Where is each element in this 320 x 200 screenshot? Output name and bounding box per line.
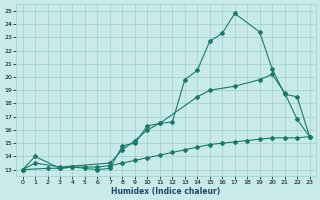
X-axis label: Humidex (Indice chaleur): Humidex (Indice chaleur) <box>111 187 221 196</box>
